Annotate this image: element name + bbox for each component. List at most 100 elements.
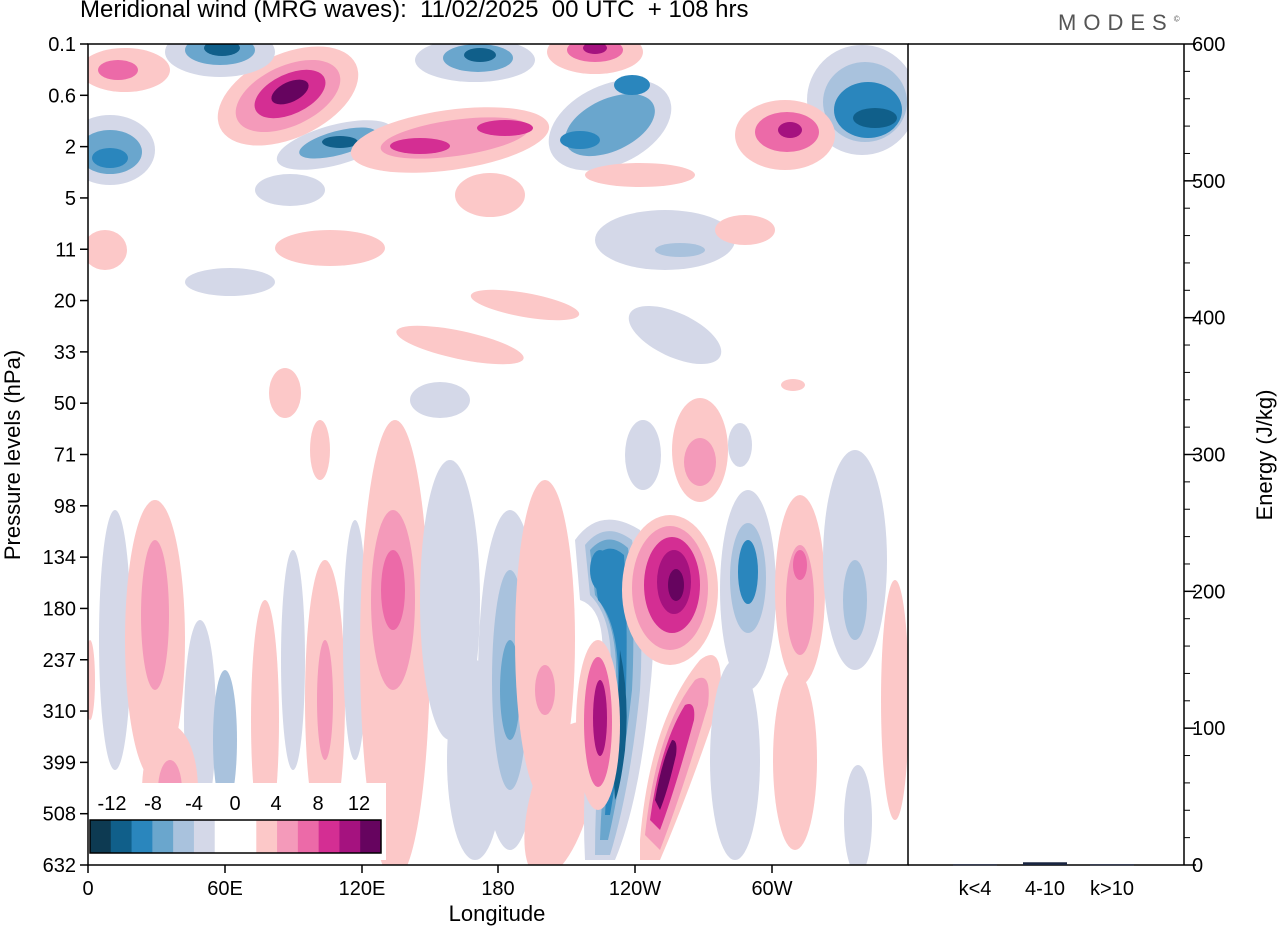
contour-positive-71hPa [310,420,330,480]
colorbar-cell [90,820,112,853]
x-tick-label: 120E [339,878,386,900]
colorbar-frame [89,819,382,854]
contour-negative-stripe-30W-low [844,765,872,865]
contour-negative-1.2hPa-120W [548,75,672,171]
colorbar-labels: -12 -8 -4 0 4 8 12 [98,793,371,815]
x-tick-label: 120W [609,878,661,900]
energy-bar-k>10 [1090,864,1134,866]
colorbar-label: -4 [185,793,203,815]
colorbar-cell [318,820,340,853]
contour-positive-11hPa [715,215,775,245]
energy-bar-k<4 [953,864,997,866]
colorbar-label: 0 [229,793,240,815]
energy-tick-label: 0 [1192,855,1203,877]
colorbar-cell [360,820,382,853]
contour-positive-stripe-10W [881,580,908,820]
colorbar-cell [193,820,216,853]
colorbar-cell [131,820,153,853]
contour-positive-stripe-95E-core [317,640,333,760]
energy-tick-label: 600 [1192,34,1225,56]
contour-positive-310hPa-115W [576,640,620,810]
energy-category-label: 4-10 [1025,878,1065,900]
contour-positive-stripe-130E [360,420,430,865]
contour-negative-33hPa [628,305,722,365]
contour-negative-stripe-55E [213,670,237,810]
y-axis-label: Pressure levels (hPa) [0,350,25,560]
contour-positive-stripe-165W [515,480,575,800]
y-tick-label: 33 [54,342,76,364]
y-tick-label: 0.1 [48,34,76,56]
y-tick-label: 399 [43,752,76,774]
y-tick-label: 508 [43,804,76,826]
contour-positive-33hPa [396,325,524,365]
contour-positive-edge-0 [88,640,95,720]
colorbar-cell [235,820,257,853]
x-axis-ticks: 0 60E 120E 180 120W 60W [82,865,793,900]
y-tick-label: 20 [54,291,76,313]
contour-negative-stripe-30W-core [843,560,867,640]
energy-axis-ticks: 0 100 200 300 400 500 600 [1184,34,1225,877]
x-tick-label: 0 [82,878,93,900]
contour-positive-5hPa-b [585,163,695,187]
colorbar-cell [277,820,299,853]
contour-negative-20hPa [185,268,275,296]
colorbar-label: 4 [270,793,281,815]
contour-negative-11hPa [595,210,735,270]
contour-negative-0.25hPa-170W [415,44,535,82]
contour-positive-50hPa-b [781,379,805,391]
energy-tick-label: 200 [1192,581,1225,603]
colorbar-cell [256,820,278,853]
colorbar-cell [173,820,195,853]
y-axis-ticks: 0.1 0.6 2 5 11 20 33 50 71 98 134 180 237 310 399 508 63… [43,34,88,877]
colorbar-cells [90,820,382,853]
contour-positive-11hPa-b [275,230,385,266]
colorbar-label: 12 [348,793,370,815]
y-tick-label: 237 [43,650,76,672]
x-axis-label: Longitude [449,901,546,926]
colorbar-label: -12 [98,793,127,815]
contour-positive-stripe-70E [251,600,279,840]
y-tick-label: 50 [54,393,76,415]
contour-positive-50hPa [269,368,301,418]
energy-tick-label: 100 [1192,718,1225,740]
contour-positive-399hPa-105W [640,655,721,860]
contour-negative-stripe-80E [281,550,305,770]
energy-axis-label: Energy (J/kg) [1252,390,1277,521]
colorbar-cell [339,820,361,853]
contour-negative-71hPa [625,420,661,490]
y-tick-label: 0.6 [48,85,76,107]
energy-tick-label: 500 [1192,171,1225,193]
y-tick-label: 632 [43,855,76,877]
contour-positive-stripe-50W [773,670,817,850]
x-tick-label: 60W [751,878,792,900]
contour-negative-50hPa [410,382,470,418]
colorbar-cell [297,820,320,853]
contour-positive-stripe-25E-core [141,540,169,690]
colorbar-label: -8 [144,793,162,815]
y-tick-label: 134 [43,547,76,569]
colorbar: -12 -8 -4 0 4 8 12 [88,783,386,860]
contour-negative-stripe-10E [99,510,131,770]
energy-tick-label: 400 [1192,308,1225,330]
contour-negative-2hPa-80E [276,120,394,170]
contour-positive-11hPa-c [88,230,127,270]
contour-negative-160hPa-60W [720,490,776,690]
contour-positive-80hPa-100W [672,398,728,502]
colorbar-cell [152,820,174,853]
contour-negative-71hPa-b [728,423,752,467]
contour-positive-5hPa [455,173,525,217]
y-tick-label: 98 [54,496,76,518]
energy-tick-label: 300 [1192,445,1225,467]
contour-positive-20hPa [470,289,580,321]
y-tick-label: 310 [43,701,76,723]
contour-positive-160hPa-45W [775,495,825,685]
y-tick-label: 11 [55,239,76,261]
contour-field [88,44,908,865]
contour-positive-0.3hPa-20E [88,48,170,92]
chart-title: Meridional wind (MRG waves): 11/02/2025 … [80,0,749,23]
energy-category-label: k<4 [959,878,992,900]
contour-positive-1.5hPa-70W [735,100,835,170]
modes-logo: MODES© [1058,10,1180,35]
colorbar-label: 8 [312,793,323,815]
x-tick-label: 180 [481,878,514,900]
